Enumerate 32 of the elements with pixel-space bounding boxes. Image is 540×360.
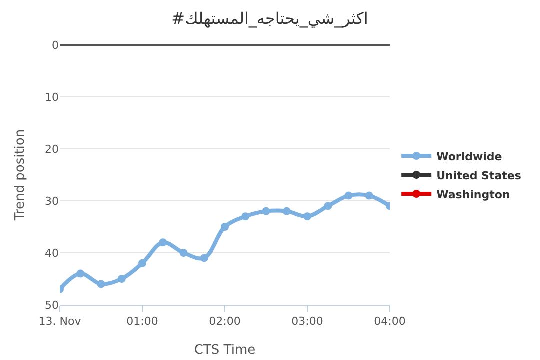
point <box>262 207 270 216</box>
y-tick-label: 30 <box>45 194 59 208</box>
legend-label: Washington <box>436 188 510 202</box>
point <box>200 254 208 262</box>
point <box>180 249 188 257</box>
x-tick-label: 01:00 <box>126 315 158 328</box>
x-tick-label: 02:00 <box>209 315 241 328</box>
point <box>221 223 229 231</box>
point <box>365 192 374 200</box>
y-tick-label: 40 <box>45 246 59 260</box>
y-axis-title: Trend position <box>13 129 28 222</box>
y-tick-label: 10 <box>45 90 59 104</box>
x-tick-label: 04:00 <box>374 315 406 328</box>
point <box>118 275 126 283</box>
point <box>344 192 353 200</box>
point <box>138 259 146 268</box>
y-tick-label: 20 <box>45 142 59 156</box>
y-tick-label: 50 <box>45 298 59 312</box>
point <box>242 212 250 221</box>
chart-title: #اكثر_شي_يحتاجه_المستهلك <box>172 8 368 28</box>
point <box>97 280 106 288</box>
x-tick-label: 13. Nov <box>38 315 82 328</box>
point <box>282 207 291 216</box>
legend-label: United States <box>436 169 522 182</box>
legend-label: Worldwide <box>436 150 502 164</box>
point <box>304 212 312 221</box>
point <box>159 238 168 247</box>
point <box>76 270 85 278</box>
y-tick-label: 0 <box>52 38 59 52</box>
x-tick-label: 03:00 <box>292 315 324 328</box>
x-axis-title: CTS Time <box>194 343 256 358</box>
point <box>324 202 332 210</box>
